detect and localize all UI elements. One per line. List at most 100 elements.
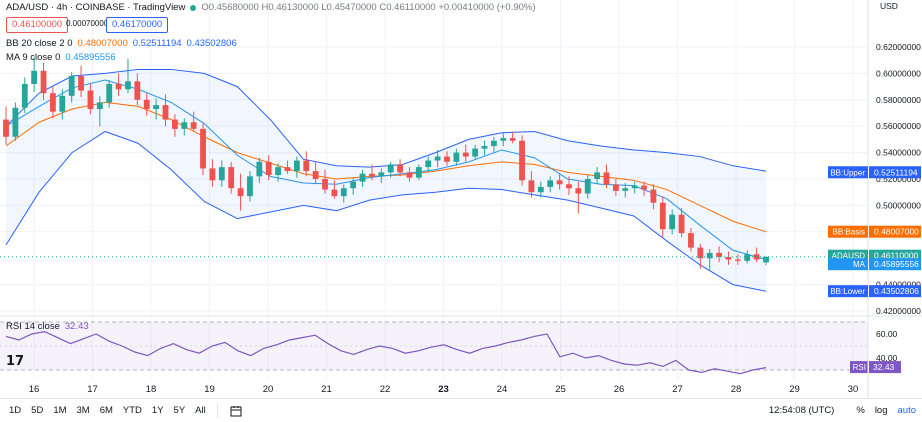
candle-body (622, 188, 629, 191)
ma-tag-value: 0.45895556 (874, 259, 919, 269)
candle-body (415, 167, 422, 178)
candle-body (293, 160, 300, 172)
date-range-icon[interactable] (230, 405, 242, 417)
ma-legend[interactable]: MA 9 close 0 0.45895556 (6, 52, 116, 63)
candle-body (284, 167, 291, 172)
candle-body (612, 184, 619, 191)
ask-price-box[interactable]: 0.46170000 (106, 17, 169, 33)
candle-body (631, 185, 638, 189)
candle-body (78, 76, 84, 91)
candle-body (162, 105, 169, 120)
candle-body (228, 167, 235, 189)
bb-lower-line (5, 130, 767, 292)
rsi-legend[interactable]: RSI 14 close 32.43 (6, 321, 89, 332)
candle-body (322, 179, 328, 190)
candle-body (115, 83, 122, 90)
symbol-title: ADA/USD · 4h · COINBASE · TradingView (6, 2, 186, 13)
candle-body (659, 202, 666, 230)
timeframe-1y[interactable]: 1Y (151, 405, 164, 416)
candle-body (481, 146, 488, 149)
candle-body (528, 180, 535, 193)
timeframe-3m[interactable]: 3M (76, 405, 90, 416)
bb-legend-name: BB 20 close 2 0 (6, 38, 73, 49)
candle-body (444, 156, 450, 162)
candle-body (143, 99, 150, 110)
candle-body (209, 168, 216, 181)
price-tick-label: 0.58000000 (876, 95, 921, 105)
bid-price-box[interactable]: 0.46100000 (6, 17, 69, 33)
candle-body (387, 164, 394, 173)
candle-body (369, 173, 375, 177)
time-axis: 16 17 18 19 20 21 22 23 24 25 26 27 28 29 30 (29, 384, 859, 395)
rsi-legend-value: 32.43 (64, 321, 89, 332)
candle-body (331, 189, 338, 197)
bb-upper-tag-value-box (869, 166, 921, 179)
time-tick-label: 20 (263, 384, 274, 395)
timeframe-5d[interactable]: 5D (31, 405, 44, 416)
candle-body (275, 167, 282, 176)
candle-body (21, 83, 28, 108)
candle-body (425, 160, 432, 168)
candle-body (171, 119, 178, 129)
candle-body (584, 179, 591, 194)
candle-body (706, 252, 713, 259)
candle-body (688, 233, 694, 248)
candle-body (556, 180, 563, 185)
candle-body (181, 122, 188, 129)
bb-basis-tag-value: 0.48007000 (874, 227, 919, 237)
candle-body (125, 81, 131, 90)
rsi-line (5, 330, 767, 375)
time-tick-label: 19 (204, 384, 215, 395)
candle-body (725, 256, 732, 260)
ma-tag-name: MA (853, 260, 866, 269)
ma-tag: MA 0.45895556 (828, 258, 921, 271)
candle-body (87, 90, 94, 110)
time-tick-label: 24 (497, 384, 508, 395)
candle-body (500, 138, 507, 141)
timeframe-1d[interactable]: 1D (9, 405, 22, 416)
percent-toggle[interactable]: % (856, 405, 865, 416)
candle-body (594, 172, 601, 179)
candle-body (359, 173, 366, 182)
rsi-band (0, 322, 868, 370)
bottom-toolbar: 1D 5D 1M 3M 6M YTD 1Y 5Y All 12:54:08 (U… (0, 398, 922, 422)
timeframe-1m[interactable]: 1M (53, 405, 67, 416)
candle-body (190, 122, 197, 129)
ma-tag-name-box (828, 258, 868, 271)
bb-basis-value: 0.48007000 (77, 38, 128, 49)
bb-upper-tag-name-box (828, 166, 868, 179)
timeframe-6m[interactable]: 6M (99, 405, 113, 416)
time-tick-label: 23 (438, 384, 449, 395)
time-tick-label: 27 (672, 384, 683, 395)
candle-body (265, 161, 272, 176)
price-tick-label: 0.54000000 (876, 148, 921, 158)
candle-body (406, 172, 413, 178)
candle-body (547, 180, 554, 187)
candle-body (744, 254, 751, 261)
candle-body (200, 128, 206, 169)
ma-line (5, 79, 767, 261)
ma-legend-name: MA 9 close 0 (6, 52, 61, 63)
ma-legend-value: 0.45895556 (65, 52, 116, 63)
log-toggle[interactable]: log (874, 405, 888, 416)
time-tick-label: 28 (731, 384, 742, 395)
bollinger-band-lines (5, 68, 767, 292)
auto-toggle[interactable]: auto (897, 405, 917, 416)
rsi-pane: 60.00 40.00 RSI 32.43 (0, 315, 922, 375)
spread-value: 0.00070000 (66, 19, 109, 28)
bb-upper-line (5, 68, 767, 172)
candle-body (641, 185, 647, 190)
candle-body (697, 247, 704, 259)
bb-upper-tag: BB:Upper 0.52511194 (828, 166, 921, 179)
bb-legend[interactable]: BB 20 close 2 0 0.48007000 0.52511194 0.… (6, 38, 237, 49)
price-tick-label: 0.60000000 (876, 68, 921, 78)
timeframe-5y[interactable]: 5Y (173, 405, 186, 416)
candle-body (340, 188, 347, 197)
timeframe-all[interactable]: All (195, 405, 206, 416)
timeframe-ytd[interactable]: YTD (122, 405, 142, 416)
candle-body (509, 138, 516, 141)
utc-clock[interactable]: 12:54:08 (UTC) (768, 405, 835, 416)
rsi-tick-label: 60.00 (876, 329, 898, 339)
